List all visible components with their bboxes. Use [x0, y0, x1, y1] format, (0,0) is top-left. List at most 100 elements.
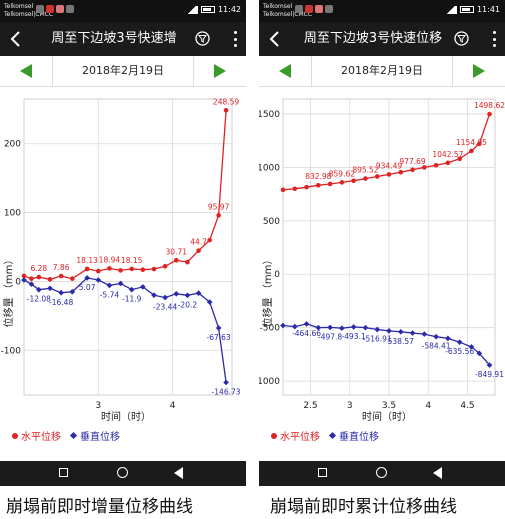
- data-point: [486, 362, 493, 368]
- data-point: [456, 339, 463, 345]
- nav-back-icon[interactable]: [174, 467, 183, 479]
- data-label: 30.71: [166, 247, 188, 256]
- back-arrow-icon[interactable]: [8, 30, 24, 48]
- more-menu-icon[interactable]: [234, 31, 238, 47]
- app-title-bar: 周至下边坡3号快速位移: [259, 22, 505, 56]
- x-tick-label: 3: [347, 401, 353, 411]
- data-label: 1154.05: [456, 138, 487, 147]
- data-label: 7.86: [53, 263, 70, 272]
- data-point: [215, 325, 222, 331]
- series-line: [23, 277, 227, 383]
- recents-icon[interactable]: [318, 468, 327, 477]
- y-tick-label: 1500: [259, 110, 280, 120]
- x-tick-label: 3: [95, 401, 101, 411]
- data-label: 44.7: [190, 238, 207, 247]
- data-point: [95, 268, 101, 274]
- data-point: [36, 274, 42, 280]
- data-point: [363, 176, 368, 181]
- recents-icon[interactable]: [59, 468, 68, 477]
- y-axis-label: 位移量 （mm）: [261, 255, 274, 328]
- data-label: 248.59: [213, 97, 239, 106]
- selected-date[interactable]: 2018年2月19日: [52, 56, 194, 86]
- data-label: 18.13: [76, 256, 98, 265]
- x-axis-label: 时间（时）: [101, 410, 151, 423]
- data-point: [173, 257, 179, 263]
- data-point: [196, 248, 201, 253]
- data-point: [58, 273, 64, 279]
- next-day-button[interactable]: [194, 56, 246, 86]
- data-point: [151, 266, 157, 272]
- displacement-chart: 1500 1000 500 0 -500 -1000 2.5 3 3.5 4 4.5 位移量 （mm…: [259, 98, 505, 443]
- y-tick-label: 500: [263, 217, 280, 227]
- y-axis-label: 位移量 （mm）: [2, 255, 15, 328]
- data-label: -67.63: [207, 333, 231, 342]
- data-label: 934.49: [376, 161, 402, 170]
- data-point: [21, 277, 27, 283]
- data-point: [386, 172, 392, 177]
- data-point: [409, 330, 416, 336]
- data-point: [476, 350, 483, 357]
- x-tick-label: 4: [170, 401, 176, 411]
- y-tick-label: 100: [4, 209, 21, 219]
- back-arrow-icon[interactable]: [267, 30, 283, 48]
- data-point: [433, 333, 439, 340]
- data-point: [47, 277, 53, 282]
- data-label: -5.74: [100, 290, 120, 299]
- figure-caption-left: 崩塌前即时增量位移曲线: [6, 497, 193, 517]
- data-point: [173, 290, 180, 297]
- data-label: -146.73: [212, 387, 241, 396]
- data-point: [421, 331, 428, 337]
- data-point: [433, 162, 439, 168]
- data-point: [195, 290, 202, 296]
- data-point: [422, 165, 427, 170]
- data-point: [374, 174, 380, 179]
- date-selector: 2018年2月19日: [0, 56, 246, 87]
- data-point: [140, 267, 146, 273]
- home-icon[interactable]: [376, 467, 387, 478]
- carrier-label: Telkomsel: [263, 3, 293, 10]
- data-label: 538.57: [388, 337, 414, 346]
- data-point: [106, 282, 113, 289]
- data-label: -23.44: [153, 303, 177, 312]
- filter-icon[interactable]: [454, 31, 469, 46]
- data-point: [151, 292, 157, 299]
- data-label: -516.91: [363, 334, 392, 343]
- data-point: [84, 275, 90, 281]
- home-icon[interactable]: [117, 467, 128, 478]
- x-tick-label: 4: [425, 401, 431, 411]
- nav-back-icon[interactable]: [433, 467, 442, 479]
- data-point: [185, 259, 190, 265]
- data-point: [280, 322, 286, 329]
- y-tick-label: 1000: [259, 163, 280, 173]
- data-label: 859.62: [329, 169, 355, 178]
- prev-day-button[interactable]: [259, 56, 311, 86]
- data-point: [84, 266, 90, 272]
- data-point: [206, 299, 213, 305]
- data-label: -493.1: [342, 332, 366, 341]
- data-label: -20.2: [178, 300, 198, 309]
- x-tick-label: 4.5: [460, 401, 474, 411]
- data-point: [58, 289, 64, 296]
- y-tick-label: -1000: [259, 377, 280, 387]
- data-point: [303, 321, 310, 327]
- more-menu-icon[interactable]: [493, 31, 497, 47]
- prev-day-button[interactable]: [0, 56, 52, 86]
- data-point: [280, 187, 286, 193]
- signal-icon: [444, 5, 457, 14]
- selected-date[interactable]: 2018年2月19日: [311, 56, 453, 86]
- battery-icon: [200, 6, 215, 13]
- battery-icon: [459, 6, 474, 13]
- data-point: [316, 182, 321, 188]
- filter-icon[interactable]: [195, 31, 210, 46]
- status-bar: Telkomsel Telkomsel|CMCC 11:42: [0, 0, 246, 22]
- data-point: [69, 276, 75, 281]
- data-label: -849.91: [475, 370, 504, 379]
- next-day-button[interactable]: [453, 56, 505, 86]
- data-label: -11.9: [122, 295, 142, 304]
- data-label: -497.8: [318, 332, 342, 341]
- y-tick-label: 0: [274, 270, 280, 280]
- carrier-label-2: Telkomsel|CMCC: [263, 11, 313, 18]
- status-bar: Telkomsel Telkomsel|CMCC 11:41: [259, 0, 505, 22]
- date-selector: 2018年2月19日: [259, 56, 505, 87]
